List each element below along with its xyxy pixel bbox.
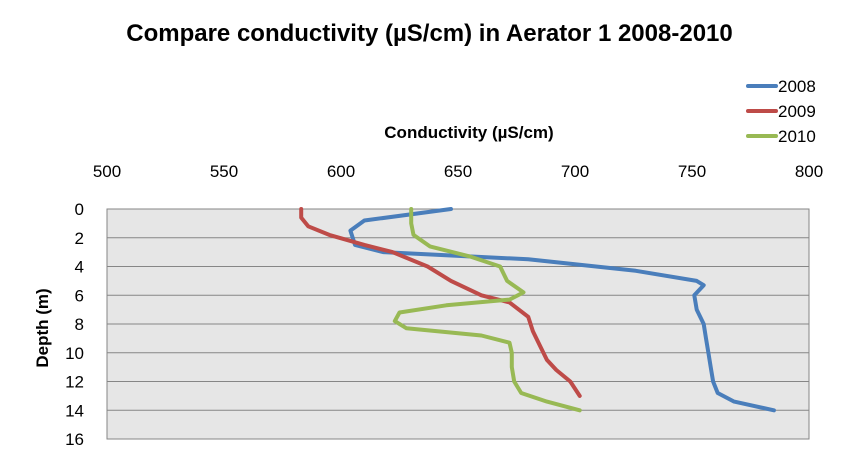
gridlines xyxy=(107,208,809,440)
legend-label-2010: 2010 xyxy=(778,127,816,146)
y-tick-label: 6 xyxy=(75,286,84,305)
legend-label-2008: 2008 xyxy=(778,77,816,96)
x-axis-title: Conductivity (µS/cm) xyxy=(384,123,553,142)
series-line-2010 xyxy=(392,207,582,413)
x-tick-label: 500 xyxy=(93,162,121,181)
y-tick-label: 10 xyxy=(65,344,84,363)
y-tick-label: 14 xyxy=(65,401,84,420)
legend: 2008 2009 2010 xyxy=(746,77,816,146)
series-lines xyxy=(299,207,776,413)
x-tick-labels: 500 550 600 650 700 750 800 xyxy=(93,162,823,181)
legend-label-2009: 2009 xyxy=(778,102,816,121)
x-tick-label: 750 xyxy=(678,162,706,181)
y-tick-labels: 0 2 4 6 8 10 12 14 16 xyxy=(65,200,84,449)
series-line-2008 xyxy=(348,207,776,413)
chart-title: Compare conductivity (µS/cm) in Aerator … xyxy=(126,20,733,47)
y-tick-label: 8 xyxy=(75,315,84,334)
y-tick-label: 2 xyxy=(75,229,84,248)
series-line-2009 xyxy=(299,207,582,398)
y-axis-title: Depth (m) xyxy=(33,288,52,367)
x-tick-label: 700 xyxy=(561,162,589,181)
x-tick-label: 800 xyxy=(795,162,823,181)
x-tick-label: 550 xyxy=(210,162,238,181)
x-tick-label: 600 xyxy=(327,162,355,181)
y-tick-label: 12 xyxy=(65,373,84,392)
y-tick-label: 4 xyxy=(75,258,84,277)
y-tick-label: 16 xyxy=(65,430,84,449)
x-tick-label: 650 xyxy=(444,162,472,181)
y-tick-label: 0 xyxy=(75,200,84,219)
